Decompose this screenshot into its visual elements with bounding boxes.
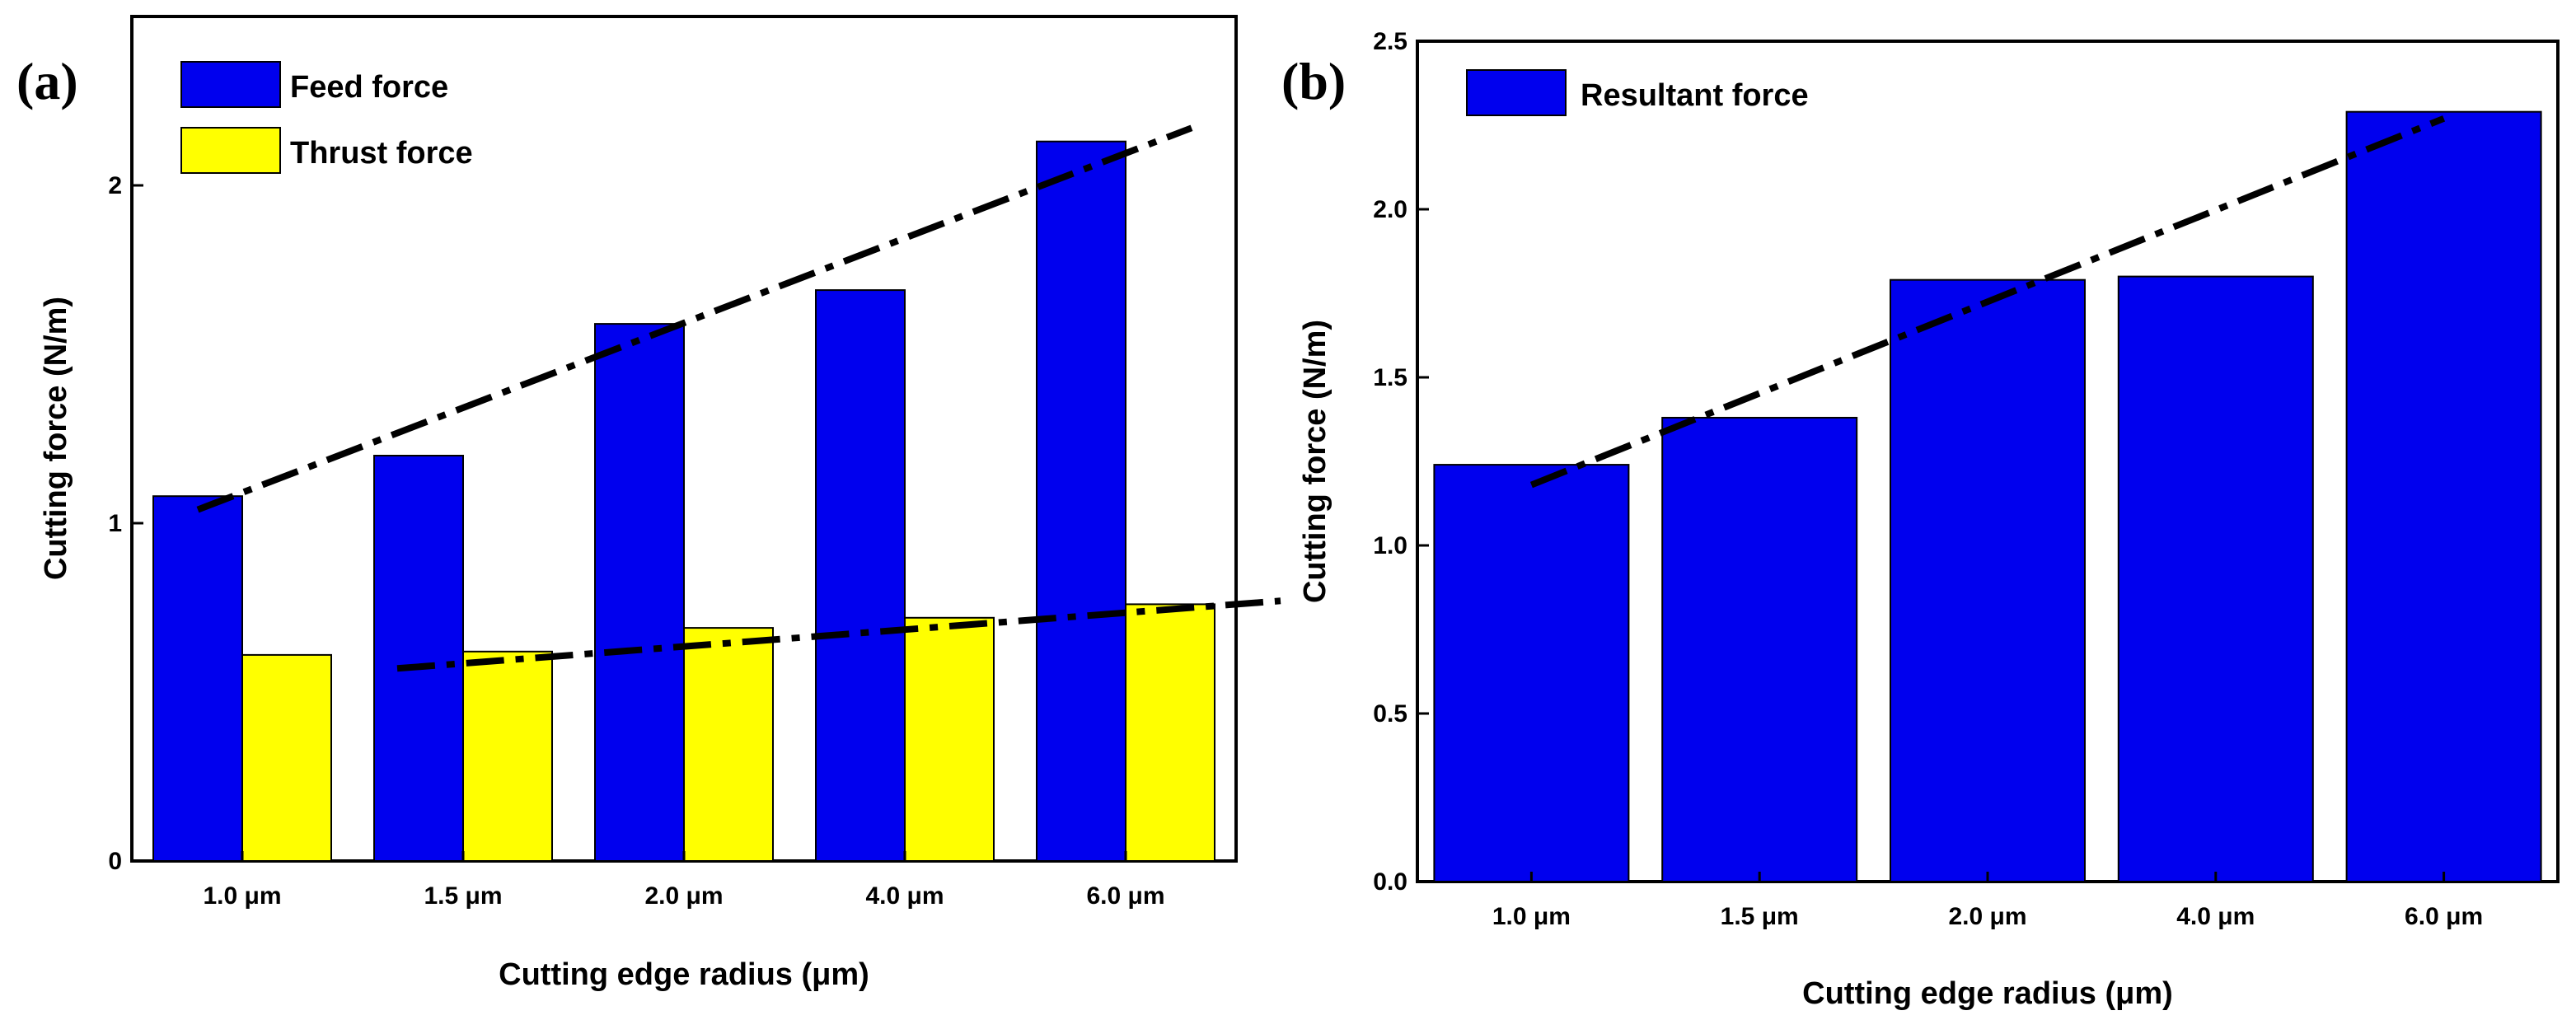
y-tick-label: 2.5 [1373,28,1407,55]
bar-resultant-force-6-0-m [2345,110,2542,882]
trend-line-resultant-force [1529,115,2446,489]
legend-swatch-thrust-force [180,127,281,174]
bar-thrust-force-2-0-m [683,627,774,862]
x-tick-label: 4.0 μm [2176,903,2255,930]
panel-b-legend: Resultant force [1466,69,1809,116]
panel-b-bars [1433,110,2542,883]
x-tick-label: 1.0 μm [1492,903,1571,930]
chart-panel-a: (a) 0 1 2 1.0 μm 1.5 μm 2.0 μm 4.0 μm 6.0 μm F… [16,15,1281,992]
x-tick-label: 2.0 μm [644,882,723,910]
panel-a-trend-lines [196,124,1281,672]
y-tick-label: 0.0 [1373,868,1407,896]
x-tick-label: 6.0 μm [1086,882,1164,910]
panel-a-y-axis-label: Cutting force (N/m) [39,297,73,580]
bar-feed-force-2-0-m [594,323,685,863]
y-tick-label: 1 [108,510,122,537]
x-tick-label: 6.0 μm [2405,903,2483,930]
panel-a-x-axis-label: Cutting edge radius (μm) [499,957,869,992]
panel-a-bars [152,140,1215,863]
panel-b-y-axis-label: Cutting force (N/m) [1298,320,1332,603]
bar-thrust-force-1-5-m [462,650,553,862]
legend-label-feed-force: Feed force [290,70,448,105]
bar-resultant-force-2-0-m [1890,278,2086,882]
bar-resultant-force-1-0-m [1433,464,1630,883]
panel-b-x-axis-ticks: 1.0 μm 1.5 μm 2.0 μm 4.0 μm 6.0 μm [1492,872,2483,930]
panel-a-legend: Feed force Thrust force [180,61,473,174]
y-tick-label: 1.5 [1373,364,1407,391]
x-tick-label: 2.0 μm [1948,903,2026,930]
panel-a-y-axis-ticks: 0 1 2 [108,172,143,875]
panel-b-trend-lines [1529,115,2446,489]
bar-feed-force-4-0-m [815,289,906,863]
y-tick-label: 0.5 [1373,700,1407,728]
y-tick-label: 2 [108,172,122,199]
panel-b-label: (b) [1281,52,1346,110]
x-tick-label: 1.5 μm [424,882,502,910]
bar-resultant-force-4-0-m [2117,275,2314,883]
bar-feed-force-6-0-m [1036,140,1126,862]
trend-line-feed-force [196,124,1193,513]
legend-label-resultant-force: Resultant force [1581,78,1809,113]
bar-thrust-force-4-0-m [904,616,995,862]
panel-a-x-axis-ticks: 1.0 μm 1.5 μm 2.0 μm 4.0 μm 6.0 μm [203,851,1165,910]
bar-thrust-force-6-0-m [1125,603,1215,863]
trend-line-thrust-force [396,597,1281,672]
y-tick-label: 1.0 [1373,532,1407,559]
bar-resultant-force-1-5-m [1661,416,1858,882]
chart-panel-b: (b) 0.0 0.5 1.0 1.5 2.0 2.5 1.0 μm 1.5 μm 2.0 μ… [1281,28,2560,1011]
legend-swatch-feed-force [180,61,281,108]
y-tick-label: 0 [108,848,122,875]
legend-label-thrust-force: Thrust force [290,136,473,171]
panel-a-label: (a) [16,52,78,110]
x-tick-label: 1.5 μm [1721,903,1799,930]
legend-swatch-resultant-force [1466,69,1567,116]
panel-b-x-axis-label: Cutting edge radius (μm) [1802,976,2173,1011]
x-tick-label: 1.0 μm [203,882,281,910]
panel-b-y-axis-ticks: 0.0 0.5 1.0 1.5 2.0 2.5 [1373,28,1429,896]
bar-feed-force-1-0-m [152,495,243,862]
y-tick-label: 2.0 [1373,196,1407,223]
x-tick-label: 4.0 μm [865,882,944,910]
bar-thrust-force-1-0-m [241,653,332,863]
bar-feed-force-1-5-m [373,455,464,862]
